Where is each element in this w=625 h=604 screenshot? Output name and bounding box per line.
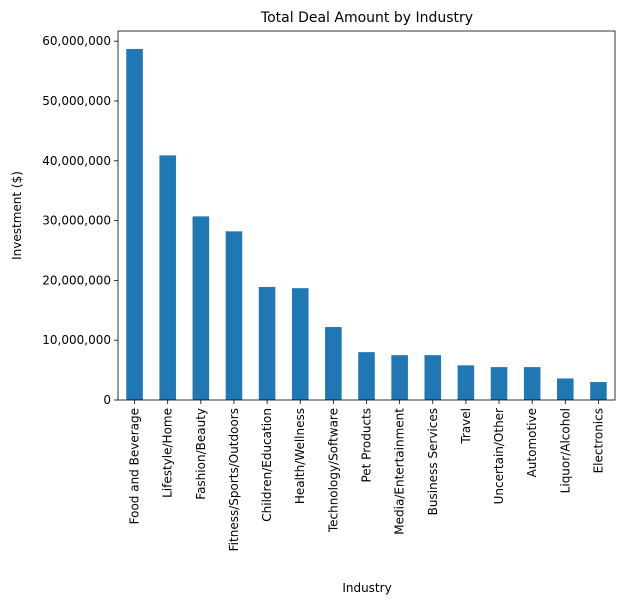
x-tick-label: Automotive [525, 408, 539, 477]
bar [325, 327, 342, 400]
x-tick-label: Health/Wellness [293, 408, 307, 504]
y-tick-label: 60,000,000 [42, 34, 111, 48]
bar [523, 367, 541, 400]
x-tick-label: Media/Entertainment [393, 408, 407, 535]
y-tick-label: 30,000,000 [42, 214, 111, 228]
bar [590, 382, 607, 400]
x-tick-label: Uncertain/Other [492, 408, 506, 504]
y-axis-ticks: 0 10,000,000 20,000,000 30,000,000 40,000,00… [42, 34, 118, 407]
y-tick-label: 50,000,000 [42, 94, 111, 108]
bar [258, 286, 276, 400]
x-tick-label: Liquor/Alcohol [558, 408, 572, 493]
bar [126, 48, 143, 401]
x-tick-label: Business Services [426, 408, 440, 515]
bar [159, 155, 176, 400]
x-tick-label: Food and Beverage [128, 408, 142, 524]
bar [291, 288, 309, 400]
bar [557, 378, 574, 400]
bar [391, 355, 408, 400]
x-tick-label: Pet Products [360, 408, 374, 483]
x-tick-label: Fitness/Sports/Outdoors [227, 408, 241, 551]
x-tick-label: Electronics [591, 408, 605, 473]
x-tick-label: Lifestyle/Home [161, 408, 175, 498]
x-tick-label: Travel [459, 408, 473, 445]
y-axis-label: Investment ($) [10, 171, 24, 260]
x-tick-label: Fashion/Beauty [194, 408, 208, 500]
bar [457, 365, 475, 400]
x-axis-ticks: Food and Beverage Lifestyle/Home Fashion/B… [128, 400, 605, 551]
chart-title: Total Deal Amount by Industry [260, 10, 473, 26]
bar [490, 367, 508, 400]
y-tick-label: 0 [103, 393, 111, 407]
bar [225, 231, 243, 400]
plot-frame [117, 30, 616, 401]
y-tick-label: 40,000,000 [42, 154, 111, 168]
bars-group [126, 48, 607, 401]
bar [358, 352, 375, 400]
bar [192, 216, 210, 400]
x-tick-label: Technology/Software [326, 408, 340, 533]
y-tick-label: 20,000,000 [42, 273, 111, 287]
y-tick-label: 10,000,000 [42, 333, 111, 347]
x-tick-label: Children/Education [260, 408, 274, 522]
x-axis-label: Industry [342, 581, 391, 595]
bar [424, 355, 442, 400]
